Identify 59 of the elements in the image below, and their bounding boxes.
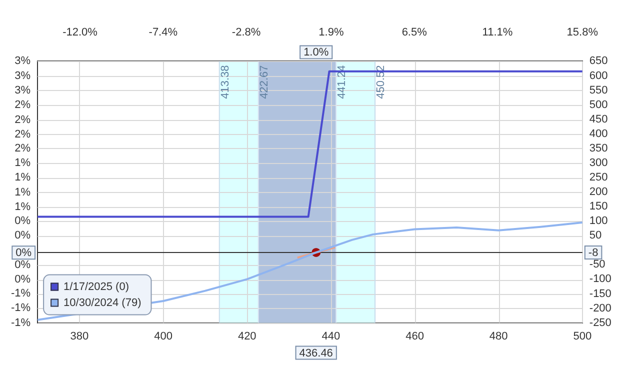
y-tick-label: -1% bbox=[11, 288, 31, 300]
annotation: 436.46 bbox=[299, 347, 333, 360]
x-tick-label: 500 bbox=[573, 330, 592, 342]
y2-tick-label: 200 bbox=[589, 186, 608, 198]
y2-tick-label: -150 bbox=[589, 288, 612, 300]
y-tick-label: 0% bbox=[14, 274, 31, 286]
y2-tick-label: 350 bbox=[589, 142, 608, 154]
y2-tick-label: 50 bbox=[589, 230, 602, 242]
x2-tick-label: -2.8% bbox=[232, 26, 261, 39]
y2-tick-label: 250 bbox=[589, 172, 608, 184]
annotation: 1.0% bbox=[304, 46, 329, 59]
x-tick-label: 460 bbox=[406, 330, 424, 342]
y2-tick-label: 100 bbox=[589, 215, 608, 228]
y2-tick-label: -100 bbox=[589, 273, 612, 286]
y2-tick-label: -200 bbox=[589, 302, 612, 314]
ref-line-label: 441.24 bbox=[336, 65, 348, 99]
y-tick-label: 3% bbox=[14, 70, 31, 82]
ref-line-label: 422.67 bbox=[258, 65, 270, 99]
y-tick-label: 0% bbox=[14, 214, 31, 227]
x-tick-label: 440 bbox=[322, 330, 340, 342]
y-tick-label: 1% bbox=[14, 157, 31, 170]
legend-label: 1/17/2025 (0) bbox=[64, 280, 129, 293]
y-tick-label: 2% bbox=[14, 142, 31, 154]
x2-tick-label: 11.1% bbox=[482, 26, 513, 39]
y2-tick-label: 550 bbox=[589, 84, 608, 96]
x2-tick-label: -7.4% bbox=[148, 26, 178, 39]
ref-line-label: 450.52 bbox=[375, 65, 388, 99]
y-tick-label: 1% bbox=[14, 186, 31, 198]
y2-tick-label: 150 bbox=[589, 200, 608, 213]
y-tick-label: 0% bbox=[14, 230, 31, 242]
x2-tick-label: 15.8% bbox=[566, 26, 598, 39]
y2-tick-label: 400 bbox=[589, 128, 608, 140]
y-tick-label: 0% bbox=[14, 258, 31, 271]
x-tick-label: 380 bbox=[70, 330, 89, 342]
ref-line-label: 413.38 bbox=[219, 65, 232, 99]
legend-label: 10/30/2024 (79) bbox=[64, 296, 142, 309]
y-tick-label: 2% bbox=[14, 99, 31, 112]
y2-tick-label: 500 bbox=[589, 98, 608, 111]
y-tick-label: 2% bbox=[14, 128, 31, 140]
y2-tick-label: 300 bbox=[589, 156, 608, 169]
y-tick-label: 1% bbox=[14, 172, 31, 184]
y-tick-label: 2% bbox=[14, 114, 31, 126]
y-tick-label: 3% bbox=[14, 55, 31, 68]
ref-line-label: -8 bbox=[588, 246, 598, 259]
y2-tick-label: -250 bbox=[589, 316, 612, 329]
y2-tick-label: -50 bbox=[589, 258, 606, 271]
y-tick-label: 1% bbox=[14, 200, 31, 213]
x-tick-label: 400 bbox=[154, 330, 172, 342]
y2-tick-label: 600 bbox=[589, 70, 608, 82]
x-tick-label: 480 bbox=[489, 330, 508, 342]
x2-tick-label: 1.9% bbox=[318, 26, 344, 39]
y2-tick-label: 650 bbox=[589, 55, 608, 68]
x2-tick-label: 6.5% bbox=[402, 26, 428, 39]
x-tick-label: 420 bbox=[238, 330, 256, 342]
y-tick-label: -1% bbox=[11, 302, 31, 314]
y-tick-label: 3% bbox=[14, 84, 31, 96]
y-tick-label: -1% bbox=[11, 316, 31, 329]
x2-tick-label: -12.0% bbox=[62, 26, 98, 39]
y2-tick-label: 450 bbox=[589, 113, 608, 126]
